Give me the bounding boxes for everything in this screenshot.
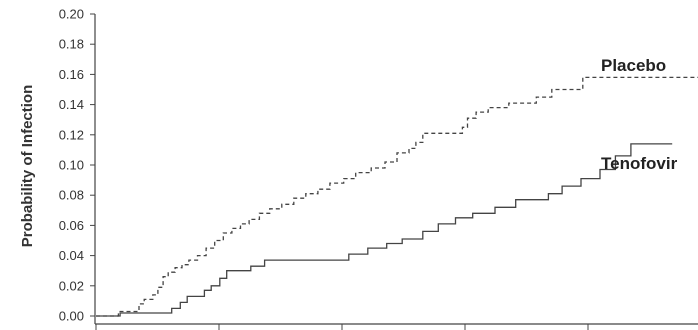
y-tick-label: 0.18 <box>59 37 84 52</box>
series-label-tenofovir: Tenofovir <box>601 154 678 173</box>
series-label-placebo: Placebo <box>601 56 666 75</box>
y-tick-label: 0.12 <box>59 127 84 142</box>
y-ticks: 0.00 0.02 0.04 0.06 0.08 0.10 0.12 0.14 0.16 0.18… <box>59 7 95 324</box>
y-tick-label: 0.10 <box>59 158 84 173</box>
x-axis <box>95 323 698 330</box>
y-tick-label: 0.04 <box>59 248 84 263</box>
series-line-placebo <box>96 76 698 317</box>
y-tick-label: 0.08 <box>59 188 84 203</box>
y-tick-label: 0.20 <box>59 7 84 22</box>
x-ticks <box>95 324 589 330</box>
y-tick-label: 0.00 <box>59 309 84 324</box>
y-tick-label: 0.16 <box>59 67 84 82</box>
plot-area <box>96 76 698 317</box>
y-tick-label: 0.06 <box>59 218 84 233</box>
series-labels: Placebo Tenofovir <box>601 56 678 173</box>
y-axis: 0.00 0.02 0.04 0.06 0.08 0.10 0.12 0.14 0.16 0.18… <box>19 7 96 324</box>
y-tick-label: 0.14 <box>59 97 84 112</box>
y-tick-label: 0.02 <box>59 278 84 293</box>
series-line-tenofovir <box>96 143 673 317</box>
y-axis-title: Probability of Infection <box>19 85 36 248</box>
